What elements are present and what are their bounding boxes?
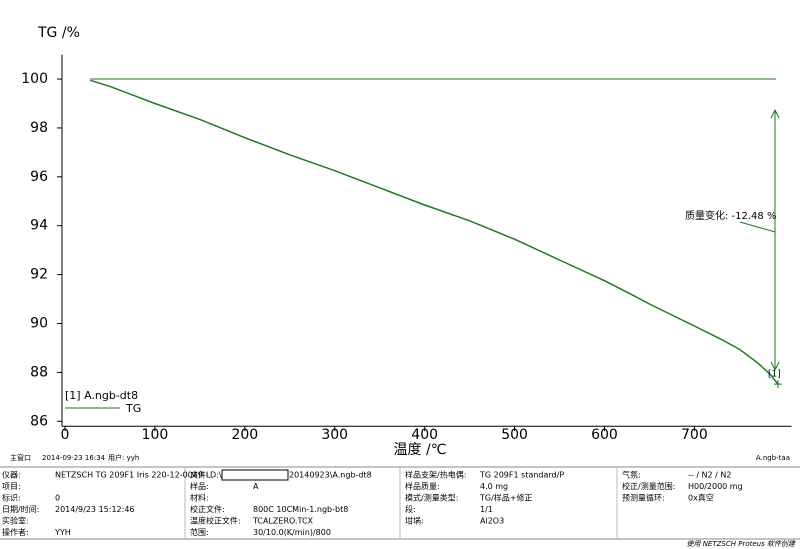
y-tick-label: 90 [30,316,48,332]
info-value: 2014/9/23 15:12:46 [55,505,135,514]
info-value: TG 209F1 standard/P [479,471,564,480]
info-label: 气氛: [622,470,641,480]
credit: 使用 NETZSCH Proteus 软件创建 [686,540,796,548]
info-value: 0 [55,494,60,503]
info-value: 30/10.0(K/min)/800 [253,528,331,537]
info-label: 标识: [2,493,21,503]
x-tick-label: 0 [61,427,70,443]
y-tick-label: 96 [30,169,48,185]
info-value: D:\ [210,471,222,480]
x-tick-label: 200 [231,427,258,443]
y-tick-label: 100 [21,71,48,87]
info-value: H00/2000 mg [688,482,743,491]
info-label: 样品支架/热电偶: [405,470,466,480]
x-tick-label: 500 [501,427,528,443]
info-label: 操作者: [2,527,29,537]
info-label: 温度校正文件: [190,516,241,526]
info-label: 材料: [190,493,209,503]
data-line [89,79,779,385]
info-value: A [253,482,259,491]
info-label: 样品质量: [405,481,440,491]
info-value: 0x真空 [688,493,714,503]
info-label: 段: [405,504,416,514]
info-value: 20140923\A.ngb-dt8 [289,471,372,480]
info-label: 校正/测量范围: [622,481,675,491]
status-file: A.ngb-taa [756,454,790,462]
y-tick-label: 86 [30,413,48,429]
info-value: YYH [54,528,71,537]
info-label: 模式/测量类型: [405,493,458,503]
x-tick-label: 700 [681,427,708,443]
end-marker [774,380,783,389]
info-label: 样品: [190,481,209,491]
info-label: 仪器: [2,471,21,480]
y-tick-label: 98 [30,120,48,136]
y-tick-label: 92 [30,267,48,283]
x-tick-label: 100 [142,427,169,443]
info-label: 日期/时间: [2,504,39,514]
info-label: 文件: [190,470,209,480]
info-value: 800C 10CMin-1.ngb-bt8 [253,505,348,514]
info-label: 校正文件: [190,504,225,514]
status-datetime: 2014-09-23 16:34 [42,454,106,462]
legend-label: TG [125,402,141,415]
legend-title: [1] A.ngb-dt8 [65,389,138,402]
info-value: TG/样品+修正 [479,493,532,503]
annotation-arrow [770,108,780,372]
x-tick-label: 400 [411,427,438,443]
info-value: -- / N2 / N2 [688,471,731,480]
x-tick-label: 600 [591,427,618,443]
annotation-leader [739,221,776,233]
status-window: 主窗口 [10,453,31,462]
redaction-box [221,469,289,481]
info-value: Al2O3 [480,517,504,526]
status-user: 用户: yyh [108,453,139,462]
y-tick-label: 94 [30,218,48,234]
info-value: 1/1 [480,505,493,514]
annotation: 质量变化: -12.48 % [685,209,776,222]
end-label: [1] [768,370,781,380]
info-label: 项目: [2,482,21,491]
info-label: 坩埚: [405,516,424,526]
info-value: NETZSCH TG 209F1 Iris 220-12-0049-L [55,471,211,480]
x-tick-label: 300 [321,427,348,443]
info-value: TCALZERO.TCX [252,517,314,526]
x-axis-label: 温度 /℃ [394,442,447,458]
y-tick-label: 88 [30,364,48,380]
y-axis-label: TG /% [37,25,80,41]
info-label: 预测量循环: [622,493,665,503]
info-value: 4.0 mg [480,482,508,491]
info-label: 范围: [190,527,209,537]
info-label: 实验室: [2,516,29,526]
